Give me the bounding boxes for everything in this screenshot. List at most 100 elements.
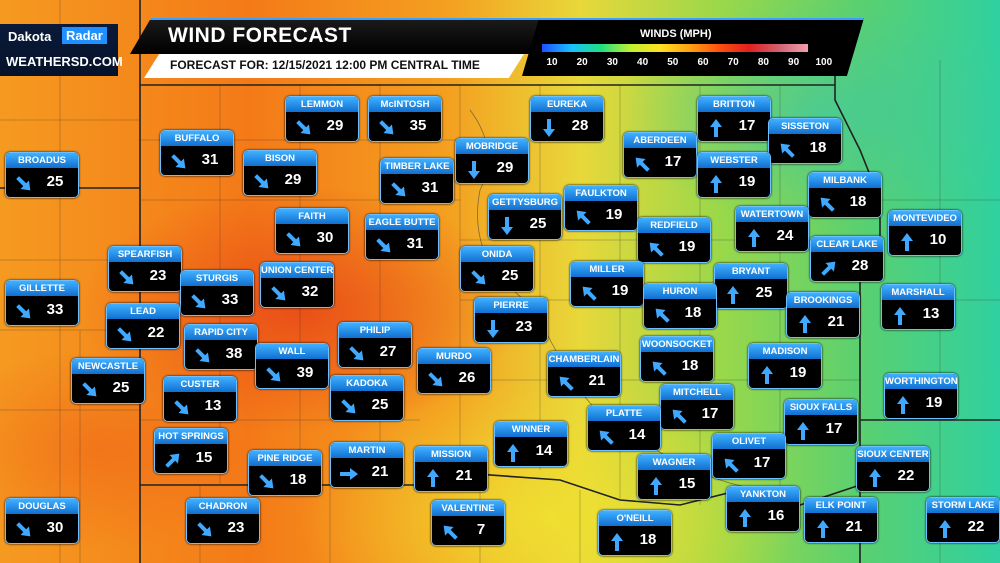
station-name: FAULKTON [565, 186, 637, 201]
station-sturgis: STURGIS 33 [180, 270, 254, 316]
wind-speed-value: 19 [738, 173, 756, 190]
station-name: PINE RIDGE [249, 451, 321, 466]
station-mission: MISSION 21 [414, 446, 488, 492]
wind-direction-arrow-icon [655, 308, 670, 323]
station-mitchell: MITCHELL 17 [660, 384, 734, 430]
station-yankton: YANKTON 16 [726, 486, 800, 532]
station-chamberlain: CHAMBERLAIN 21 [547, 351, 621, 397]
station-name: MOBRIDGE [456, 139, 528, 154]
wind-direction-arrow-icon [635, 157, 650, 172]
station-huron: HURON 18 [643, 283, 717, 329]
wind-speed-value: 21 [827, 313, 845, 330]
wind-direction-arrow-icon [427, 469, 439, 487]
wind-speed-value: 26 [458, 369, 476, 386]
wind-speed-value: 32 [301, 283, 319, 300]
station-name: MARTIN [331, 443, 403, 458]
wind-direction-arrow-icon [468, 161, 480, 179]
station-webster: WEBSTER 19 [697, 152, 771, 198]
station-name: BRITTON [698, 97, 770, 112]
station-name: RAPID CITY [185, 325, 257, 340]
station-marshall: MARSHALL 13 [881, 284, 955, 330]
station-name: CHAMBERLAIN [548, 352, 620, 367]
wind-speed-value: 35 [409, 117, 427, 134]
station-bison: BISON 29 [243, 150, 317, 196]
station-name: SPEARFISH [109, 247, 181, 262]
wind-direction-arrow-icon [16, 522, 31, 537]
station-name: O'NEILL [599, 511, 671, 526]
station-name: MISSION [415, 447, 487, 462]
wind-direction-arrow-icon [821, 261, 836, 276]
wind-direction-arrow-icon [611, 533, 623, 551]
legend-tick: 70 [727, 57, 739, 68]
wind-speed-value: 31 [421, 179, 439, 196]
forecast-label: FORECAST FOR: [170, 58, 269, 72]
wind-speed-value: 25 [529, 215, 547, 232]
wind-direction-arrow-icon [507, 444, 519, 462]
wind-speed-value: 28 [571, 117, 589, 134]
wind-direction-arrow-icon [799, 315, 811, 333]
station-eagle-butte: EAGLE BUTTE 31 [365, 214, 439, 260]
wind-direction-arrow-icon [191, 294, 206, 309]
wind-speed-legend: WINDS (MPH) 10 20 30 40 50 60 70 80 90 100 [522, 18, 864, 76]
station-watertown: WATERTOWN 24 [735, 206, 809, 252]
station-name: BROOKINGS [787, 293, 859, 308]
station-name: CLEAR LAKE [811, 237, 883, 252]
station-miller: MILLER 19 [570, 261, 644, 307]
page-title: WIND FORECAST [168, 24, 352, 47]
station-worthington: WORTHINGTON 19 [884, 373, 958, 419]
station-name: MURDO [418, 349, 490, 364]
legend-tick: 50 [667, 57, 679, 68]
station-britton: BRITTON 17 [697, 96, 771, 142]
wind-direction-arrow-icon [649, 242, 664, 257]
wind-speed-value: 21 [455, 467, 473, 484]
station-name: CUSTER [164, 377, 236, 392]
station-elk-point: ELK POINT 21 [804, 497, 878, 543]
wind-direction-arrow-icon [727, 286, 739, 304]
wind-direction-arrow-icon [391, 182, 406, 197]
station-name: EAGLE BUTTE [366, 215, 438, 230]
station-gillette: GILLETTE 33 [5, 280, 79, 326]
station-name: WAGNER [638, 455, 710, 470]
wind-speed-value: 14 [628, 426, 646, 443]
station-union-center: UNION CENTER 32 [260, 262, 334, 308]
station-name: SIOUX FALLS [785, 400, 857, 415]
wind-direction-arrow-icon [259, 474, 274, 489]
station-name: PLATTE [588, 406, 660, 421]
station-name: McINTOSH [369, 97, 441, 112]
wind-direction-arrow-icon [171, 154, 186, 169]
station-martin: MARTIN 21 [330, 442, 404, 488]
wind-direction-arrow-icon [82, 382, 97, 397]
station-madison: MADISON 19 [748, 343, 822, 389]
wind-speed-value: 31 [406, 235, 424, 252]
wind-speed-value: 23 [227, 519, 245, 536]
wind-direction-arrow-icon [672, 409, 687, 424]
wind-speed-value: 25 [112, 379, 130, 396]
station-pine-ridge: PINE RIDGE 18 [248, 450, 322, 496]
title-banner [130, 18, 550, 54]
station-name: CHADRON [187, 499, 259, 514]
station-wagner: WAGNER 15 [637, 454, 711, 500]
legend-tick: 60 [697, 57, 709, 68]
dakota-radar-logo: Dakota Radar WEATHERSD.COM [0, 24, 123, 76]
wind-speed-value: 21 [588, 372, 606, 389]
station-name: TIMBER LAKE [381, 159, 453, 174]
logo-line-2: Radar [62, 27, 107, 44]
wind-speed-value: 25 [755, 284, 773, 301]
logo-url: WEATHERSD.COM [6, 54, 123, 69]
station-hot-springs: HOT SPRINGS 15 [154, 428, 228, 474]
station-o-neill: O'NEILL 18 [598, 510, 672, 556]
wind-speed-value: 14 [535, 442, 553, 459]
station-name: WALL [256, 344, 328, 359]
logo-line-1: Dakota [8, 29, 52, 44]
wind-speed-value: 15 [195, 449, 213, 466]
station-name: DOUGLAS [6, 499, 78, 514]
station-olivet: OLIVET 17 [712, 433, 786, 479]
wind-direction-arrow-icon [117, 327, 132, 342]
station-buffalo: BUFFALO 31 [160, 130, 234, 176]
station-rapid-city: RAPID CITY 38 [184, 324, 258, 370]
station-name: EUREKA [531, 97, 603, 112]
wind-direction-arrow-icon [652, 361, 667, 376]
wind-speed-value: 17 [701, 405, 719, 422]
station-valentine: VALENTINE 7 [431, 500, 505, 546]
station-name: GETTYSBURG [489, 195, 561, 210]
